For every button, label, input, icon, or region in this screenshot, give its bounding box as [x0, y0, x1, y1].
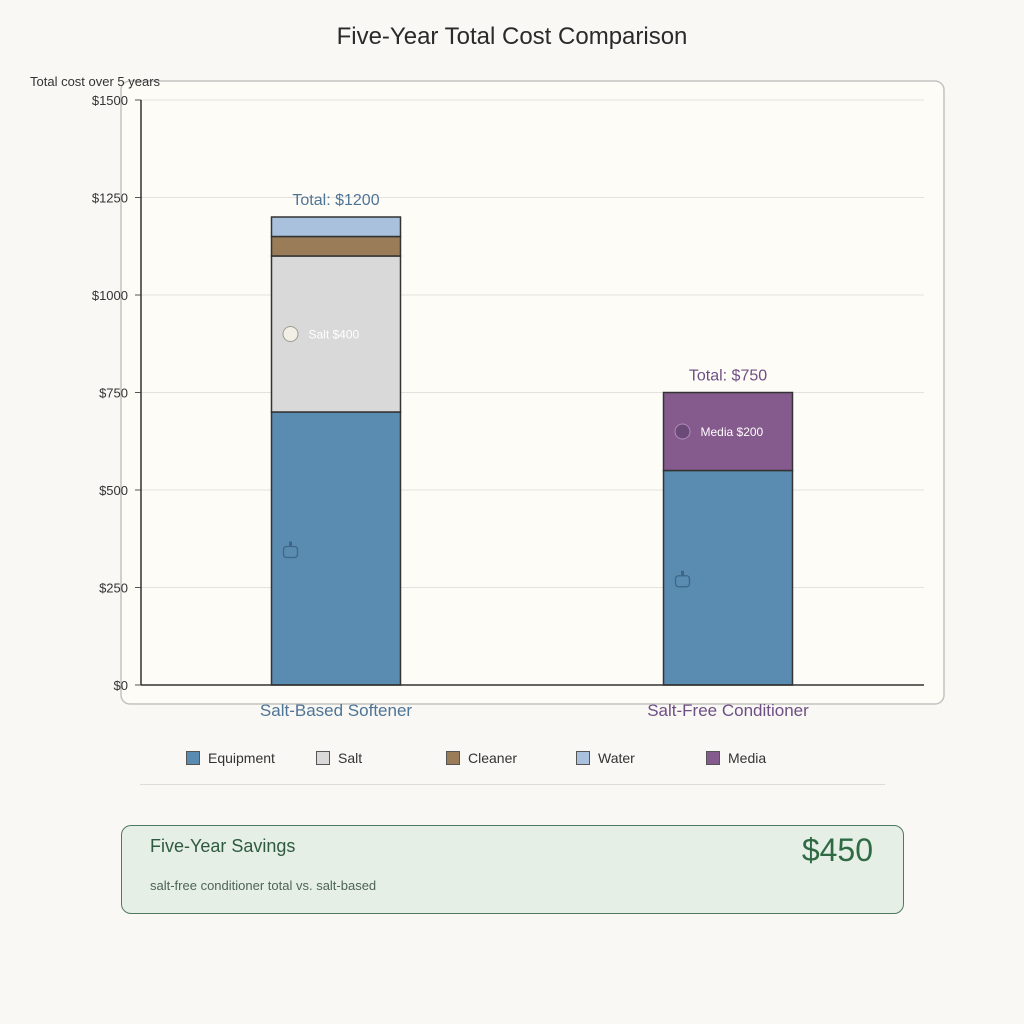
salt-pellet-icon [282, 326, 299, 342]
legend-divider [140, 784, 885, 785]
equipment-valve-icon [289, 541, 292, 547]
legend-label: Equipment [208, 750, 275, 766]
legend-swatch [576, 751, 590, 765]
legend-item-salt: Salt [316, 750, 446, 766]
y-tick-label: $500 [99, 483, 128, 498]
legend-swatch [706, 751, 720, 765]
media-bead-icon [674, 423, 691, 440]
legend-swatch [316, 751, 330, 765]
segment-label-salt: Salt $400 [309, 328, 360, 342]
bar-segment-equipment-1 [270, 411, 402, 686]
bar-segment-cleaner-1 [270, 235, 402, 257]
legend-label: Media [728, 750, 767, 766]
savings-card: Five-Year Savings salt-free conditioner … [121, 825, 904, 914]
cost-chart: Five-Year Total Cost Comparison Total co… [30, 23, 945, 720]
x-tick-label: Salt-Based Softener [260, 701, 412, 720]
legend-label: Cleaner [468, 750, 518, 766]
y-tick-label: $1000 [92, 288, 128, 303]
legend-item-equipment: Equipment [186, 750, 316, 766]
bar-total-label: Total: $1200 [292, 192, 379, 209]
legend-swatch [186, 751, 200, 765]
legend-item-cleaner: Cleaner [446, 750, 576, 766]
savings-amount: $450 [801, 832, 873, 868]
legend-label: Salt [338, 750, 363, 766]
bar-segment-water-1 [270, 216, 402, 238]
bar-total-label: Total: $750 [689, 368, 767, 385]
y-axis-label: Total cost over 5 years [30, 74, 161, 89]
y-tick-label: $1500 [92, 93, 128, 108]
y-tick-label: $0 [114, 678, 128, 693]
bar-segment-equipment-2 [662, 469, 794, 686]
legend-label: Water [598, 750, 635, 766]
y-tick-label: $750 [99, 386, 128, 401]
legend-item-media: Media [706, 750, 836, 766]
segment-label-media: Media $200 [701, 425, 764, 439]
chart-title: Five-Year Total Cost Comparison [337, 23, 688, 50]
chart-legend: Equipment Salt Cleaner Water Media [186, 750, 836, 766]
x-tick-label: Salt-Free Conditioner [647, 701, 809, 720]
y-tick-label: $250 [99, 581, 128, 596]
legend-swatch [446, 751, 460, 765]
legend-item-water: Water [576, 750, 706, 766]
equipment-valve-icon [681, 570, 684, 576]
savings-subtitle: salt-free conditioner total vs. salt-bas… [150, 878, 377, 893]
savings-title: Five-Year Savings [150, 836, 296, 856]
y-tick-label: $1250 [92, 191, 128, 206]
